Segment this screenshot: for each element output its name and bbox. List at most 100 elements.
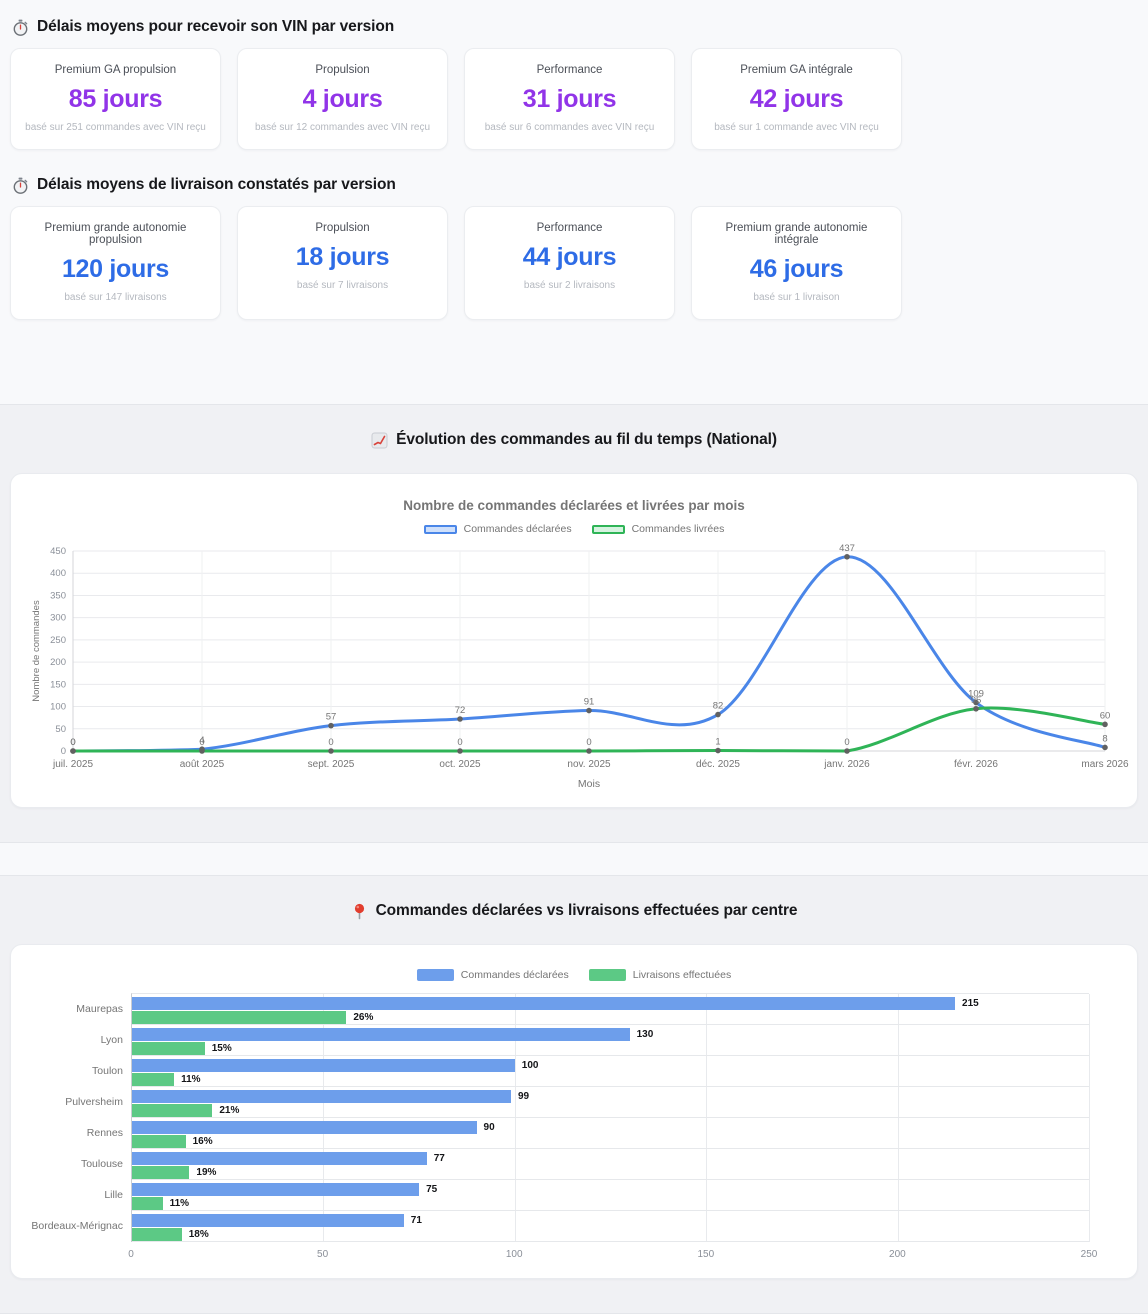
card-version-label: Propulsion <box>315 64 370 76</box>
stopwatch-icon <box>13 177 28 194</box>
bar-category-axis: Maurepas Lyon Toulon Pulversheim Rennes Toulo… <box>25 993 131 1242</box>
delivery-section-header: Délais moyens de livraison constatés par… <box>12 176 1148 194</box>
bar-value-label: 77 <box>433 1152 445 1164</box>
line-chart-title: Nombre de commandes déclarées et livrées… <box>403 498 745 513</box>
gridline <box>1089 994 1090 1242</box>
declared-bar <box>132 1120 477 1134</box>
svg-text:juil. 2025: juil. 2025 <box>52 759 93 770</box>
legend-item[interactable]: Commandes livrées <box>591 523 724 535</box>
bar-value-label: 99 <box>517 1090 530 1102</box>
bar-value-label: 75 <box>426 1183 438 1195</box>
delay-card: Performance 31 jours basé sur 6 commandes … <box>464 48 675 150</box>
bar-row: 100 11% <box>132 1056 1089 1087</box>
data-label: 0 <box>70 737 75 748</box>
data-point <box>586 748 592 754</box>
series-line <box>71 555 1107 753</box>
svg-text:0: 0 <box>61 746 66 757</box>
data-label: 8 <box>1102 733 1107 744</box>
bar-chart-card: Commandes déclarées Livraisons effectuées… <box>10 944 1138 1279</box>
centres-section-title: Commandes déclarées vs livraisons effect… <box>375 902 798 919</box>
svg-text:300: 300 <box>50 613 66 624</box>
data-label: 0 <box>70 737 75 748</box>
card-version-label: Premium GA propulsion <box>54 64 177 76</box>
delay-card: Performance 44 jours basé sur 2 livraisons <box>464 206 675 320</box>
evolution-section-header: Évolution des commandes au fil du temps … <box>0 431 1148 449</box>
card-version-label: Propulsion <box>315 222 370 234</box>
delivered-bar <box>132 1103 213 1117</box>
centres-section: Commandes déclarées vs livraisons effect… <box>0 875 1148 1314</box>
legend-item[interactable]: Livraisons effectuées <box>588 969 732 981</box>
bar-category-label: Lyon <box>100 1033 123 1046</box>
delivery-cards-row: Premium grande autonomie propulsion 120 j… <box>10 206 902 320</box>
card-value: 42 jours <box>749 85 844 113</box>
bar-value-label: 15% <box>211 1042 232 1054</box>
vin-section-title: Délais moyens pour recevoir son VIN par … <box>37 18 395 35</box>
data-label: 60 <box>1100 710 1111 721</box>
delivered-bar <box>132 1196 163 1210</box>
bar-value-label: 71 <box>410 1214 422 1226</box>
data-label: 0 <box>844 737 849 748</box>
declared-bar <box>132 1151 427 1165</box>
delay-card: Propulsion 4 jours basé sur 12 commandes a… <box>237 48 448 150</box>
legend-item[interactable]: Commandes déclarées <box>416 969 569 981</box>
legend-label: Livraisons effectuées <box>632 969 732 981</box>
round-pushpin-icon <box>354 903 364 919</box>
delivered-bar <box>132 1134 186 1148</box>
legend-item[interactable]: Commandes déclarées <box>423 523 572 535</box>
bar-row: 77 19% <box>132 1149 1089 1180</box>
declared-bar <box>132 1182 420 1196</box>
bar-value-label: 19% <box>196 1166 217 1178</box>
x-tick-label: 50 <box>317 1249 329 1260</box>
bar-value-label: 18% <box>188 1228 209 1240</box>
svg-text:oct. 2025: oct. 2025 <box>439 759 481 770</box>
chart-increasing-icon <box>371 432 388 448</box>
data-label: 0 <box>586 737 591 748</box>
svg-text:50: 50 <box>55 724 66 735</box>
data-point <box>715 747 721 754</box>
delay-card: Premium grande autonomie intégrale 46 jou… <box>691 206 902 320</box>
card-basis-label: basé sur 2 livraisons <box>523 280 616 291</box>
bar-x-axis: 0 50 100 150 200 250 <box>128 1242 1097 1264</box>
gridline <box>706 994 708 1242</box>
svg-text:150: 150 <box>50 679 66 690</box>
bar-value-label: 215 <box>962 997 979 1009</box>
data-label: 0 <box>457 737 462 748</box>
x-tick-label: 0 <box>128 1249 134 1260</box>
vin-cards-row: Premium GA propulsion 85 jours basé sur 25… <box>10 48 902 150</box>
bar-category-label: Toulouse <box>80 1157 123 1170</box>
declared-bar <box>132 1027 630 1041</box>
svg-text:350: 350 <box>50 590 66 601</box>
data-label: 4 <box>199 735 204 746</box>
data-label: 0 <box>199 737 204 748</box>
bar-chart-plot: Maurepas Lyon Toulon Pulversheim Rennes Toulo… <box>25 993 1123 1264</box>
card-value: 31 jours <box>522 85 617 113</box>
card-basis-label: basé sur 7 livraisons <box>296 280 389 291</box>
legend-swatch <box>591 524 625 534</box>
gridline <box>897 994 899 1242</box>
y-axis-label: Nombre de commandes <box>31 600 42 702</box>
x-tick-label: 100 <box>505 1249 523 1260</box>
data-point <box>1102 744 1108 751</box>
x-tick-label: 200 <box>889 1249 906 1260</box>
gridline <box>514 994 516 1242</box>
x-tick-label: 250 <box>1080 1249 1098 1260</box>
card-value: 120 jours <box>61 255 170 283</box>
evolution-section: Évolution des commandes au fil du temps … <box>0 404 1148 843</box>
data-label: 437 <box>839 543 855 554</box>
declared-bar <box>132 1213 404 1227</box>
data-label: 82 <box>713 701 724 712</box>
stopwatch-icon <box>13 19 28 36</box>
data-point <box>715 711 721 718</box>
bar-value-label: 130 <box>636 1028 654 1040</box>
delivered-bar <box>132 1041 205 1055</box>
legend-label: Commandes déclarées <box>460 969 569 981</box>
bar-plot-area: 215 26% 130 15% 100 11% 99 21% 90 16% 77 19% 75 11% 71… <box>131 993 1090 1242</box>
card-value: 85 jours <box>68 85 163 113</box>
bar-category-label: Bordeaux-Mérignac <box>31 1219 123 1232</box>
bar-value-label: 90 <box>483 1121 495 1133</box>
delivered-bar <box>132 1165 190 1179</box>
svg-text:nov. 2025: nov. 2025 <box>567 759 611 770</box>
svg-text:sept. 2025: sept. 2025 <box>308 759 355 770</box>
legend-swatch <box>588 969 626 981</box>
